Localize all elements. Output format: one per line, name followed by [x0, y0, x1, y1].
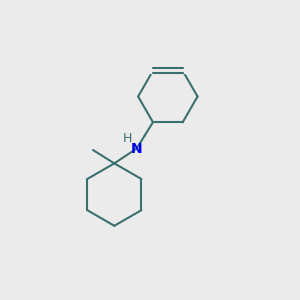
Text: H: H [122, 132, 132, 145]
Text: N: N [131, 142, 142, 155]
